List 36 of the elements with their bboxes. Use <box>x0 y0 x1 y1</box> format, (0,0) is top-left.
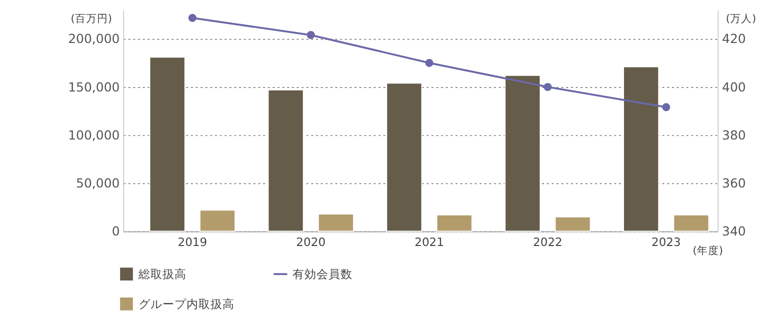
y-tick-label: 0 <box>112 224 120 239</box>
bar <box>554 216 591 232</box>
y2-tick-label: 420 <box>722 31 746 46</box>
x-tick-label: 2020 <box>296 235 326 250</box>
point <box>425 58 434 67</box>
x-axis-title: (年度) <box>692 244 723 257</box>
y-tick-label: 150,000 <box>68 79 120 94</box>
x-tick-label: 2019 <box>178 235 208 250</box>
x-tick-label: 2023 <box>651 235 681 250</box>
point <box>662 103 670 112</box>
legend-label: 総取扱高 <box>138 266 187 281</box>
point <box>544 82 552 91</box>
bar <box>386 82 422 232</box>
y2-axis-title: (万人) <box>726 13 756 26</box>
y-axis-title: (百万円) <box>70 13 112 26</box>
y-tick-label: 100,000 <box>68 127 120 142</box>
x-tick-label: 2021 <box>414 235 444 250</box>
legend-label: グループ内取扱高 <box>138 296 235 311</box>
y-tick-label: 50,000 <box>76 176 120 191</box>
point <box>188 14 196 22</box>
y2-tick-label: 380 <box>722 127 746 142</box>
y-tick-label: 200,000 <box>68 31 120 46</box>
bar <box>436 214 472 232</box>
bar <box>199 210 236 232</box>
bar <box>149 56 186 232</box>
bar <box>268 89 304 232</box>
y2-tick-label: 360 <box>722 176 746 191</box>
bar <box>504 74 541 232</box>
y2-tick-label: 340 <box>722 224 746 239</box>
bar <box>318 213 354 232</box>
legend-label: 有効会員数 <box>292 266 352 281</box>
bar <box>673 214 710 232</box>
point <box>306 31 315 40</box>
x-tick-label: 2022 <box>533 235 562 250</box>
bar <box>623 66 660 232</box>
y2-tick-label: 400 <box>722 79 746 94</box>
